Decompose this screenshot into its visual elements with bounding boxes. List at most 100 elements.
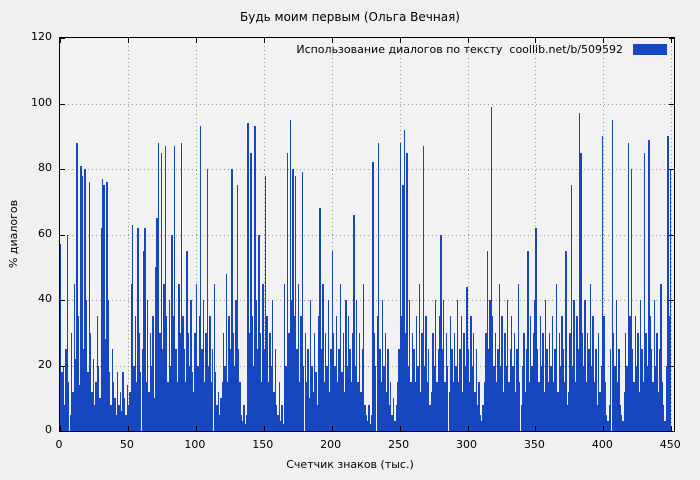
bar bbox=[79, 385, 81, 431]
bar bbox=[69, 414, 71, 431]
bar bbox=[574, 381, 577, 431]
bar bbox=[591, 365, 593, 431]
bar bbox=[546, 349, 548, 431]
bar bbox=[603, 316, 605, 431]
bar bbox=[282, 424, 285, 431]
bar bbox=[99, 398, 101, 431]
bar bbox=[656, 332, 658, 431]
bar bbox=[523, 332, 525, 431]
bar bbox=[324, 332, 327, 431]
y-tickmark bbox=[60, 365, 65, 367]
bar bbox=[117, 372, 119, 431]
bar bbox=[407, 365, 410, 431]
bar bbox=[501, 316, 503, 431]
bar bbox=[535, 227, 537, 431]
bar bbox=[453, 332, 456, 431]
bar bbox=[89, 332, 92, 431]
bar bbox=[152, 316, 154, 431]
bar bbox=[178, 283, 180, 431]
bar bbox=[263, 349, 266, 431]
bar bbox=[70, 332, 73, 431]
x-tickmark bbox=[60, 38, 61, 43]
bar bbox=[551, 316, 554, 431]
bar bbox=[555, 283, 558, 431]
bar bbox=[352, 332, 354, 431]
bar bbox=[189, 365, 191, 431]
bar bbox=[668, 316, 670, 431]
bar bbox=[497, 349, 499, 431]
bar bbox=[472, 332, 475, 431]
bar bbox=[345, 300, 347, 431]
bar bbox=[428, 349, 430, 431]
bar bbox=[307, 349, 309, 431]
bar bbox=[316, 404, 319, 431]
bar bbox=[635, 365, 638, 431]
y-tick-label: 80 bbox=[38, 161, 52, 174]
bar bbox=[396, 381, 399, 431]
bar bbox=[353, 214, 355, 431]
bar bbox=[337, 381, 339, 431]
bar bbox=[645, 332, 647, 431]
y-tickmark bbox=[60, 234, 65, 236]
bar bbox=[156, 218, 158, 431]
bar bbox=[285, 365, 287, 431]
bar bbox=[425, 316, 427, 431]
bar bbox=[528, 381, 530, 431]
bar bbox=[129, 391, 131, 431]
y-tickmark bbox=[669, 234, 674, 236]
bar bbox=[498, 283, 501, 431]
bar bbox=[335, 316, 338, 431]
bar bbox=[543, 391, 545, 431]
bar bbox=[600, 365, 602, 431]
bar bbox=[354, 365, 357, 431]
bar bbox=[236, 185, 238, 431]
bar bbox=[357, 381, 359, 431]
bar bbox=[441, 349, 444, 431]
bar bbox=[409, 300, 411, 431]
bar bbox=[452, 381, 454, 431]
bar bbox=[176, 381, 179, 431]
bar bbox=[140, 372, 142, 431]
bar bbox=[519, 381, 521, 431]
bar bbox=[443, 300, 445, 431]
bar bbox=[182, 316, 184, 431]
bar bbox=[119, 391, 122, 431]
bar bbox=[229, 349, 232, 431]
bar bbox=[225, 273, 228, 431]
bar bbox=[510, 316, 513, 431]
bar bbox=[145, 381, 147, 431]
bar bbox=[580, 152, 582, 431]
bar bbox=[485, 332, 487, 431]
bar bbox=[592, 316, 594, 431]
bar bbox=[489, 300, 491, 431]
bar bbox=[559, 365, 562, 431]
bar bbox=[217, 391, 219, 431]
bar bbox=[151, 365, 153, 431]
bar bbox=[138, 332, 141, 431]
bar bbox=[198, 316, 200, 431]
bar bbox=[562, 349, 564, 431]
bar bbox=[98, 365, 100, 431]
bar bbox=[103, 185, 105, 431]
bar bbox=[262, 283, 264, 431]
bar bbox=[565, 250, 567, 431]
y-axis-label: % диалогов bbox=[7, 199, 20, 269]
bar bbox=[142, 250, 145, 431]
bar bbox=[305, 381, 308, 431]
bar bbox=[426, 381, 429, 431]
bar bbox=[163, 283, 165, 431]
bar bbox=[172, 316, 175, 431]
bar bbox=[538, 381, 540, 431]
bar bbox=[358, 332, 361, 431]
bar bbox=[470, 316, 472, 431]
bar bbox=[160, 152, 162, 431]
bar bbox=[265, 175, 267, 431]
bar bbox=[144, 227, 146, 431]
bar bbox=[273, 391, 275, 431]
bar bbox=[87, 372, 89, 431]
bar bbox=[415, 316, 418, 431]
bar bbox=[261, 381, 263, 431]
bar bbox=[121, 411, 123, 431]
bar bbox=[80, 165, 82, 431]
bar bbox=[402, 185, 404, 431]
